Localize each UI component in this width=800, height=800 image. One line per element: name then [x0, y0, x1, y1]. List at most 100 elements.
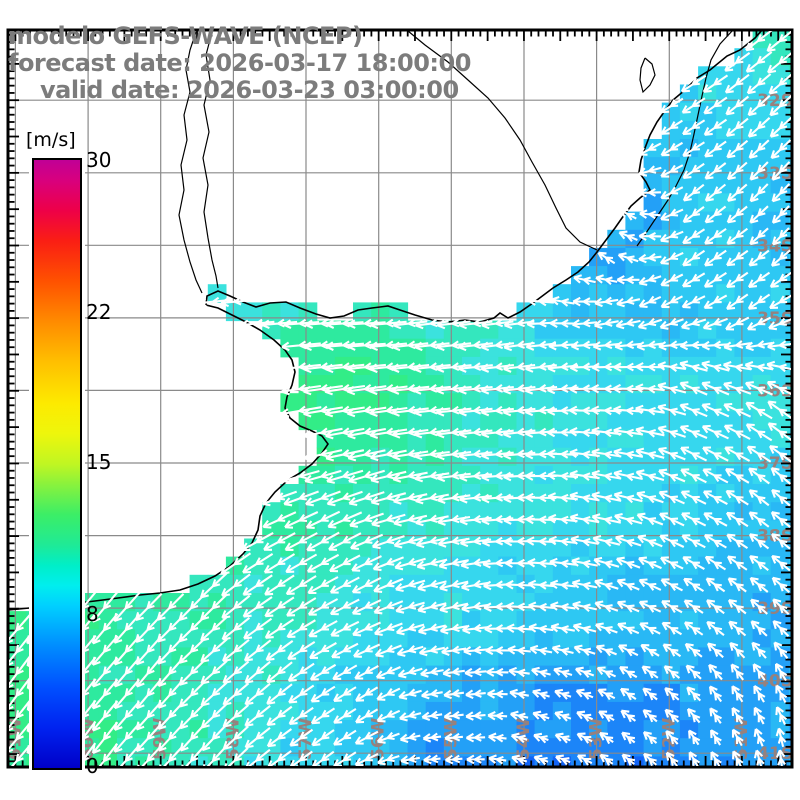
direction-arrow [766, 31, 791, 53]
direction-arrow [771, 227, 790, 246]
direction-arrow [642, 731, 658, 745]
direction-arrow [680, 490, 707, 505]
direction-arrow [635, 404, 665, 416]
direction-arrow [157, 701, 184, 730]
direction-arrow [748, 533, 770, 550]
direction-arrow [284, 532, 318, 551]
direction-arrow [638, 295, 662, 308]
direction-arrow [616, 275, 640, 285]
direction-arrow [726, 139, 749, 159]
direction-arrow [331, 642, 359, 659]
direction-arrow [663, 665, 681, 679]
direction-arrow [281, 362, 322, 374]
direction-arrow [636, 340, 664, 351]
direction-arrow [525, 340, 557, 351]
direction-arrow [504, 536, 535, 547]
river-coastal_lagoon [639, 57, 656, 94]
direction-arrow [701, 424, 729, 440]
direction-arrow [371, 513, 406, 528]
direction-arrow [591, 513, 622, 525]
direction-arrow [745, 51, 773, 73]
direction-arrow [703, 512, 728, 527]
direction-arrow [616, 600, 640, 613]
direction-arrow [376, 687, 401, 701]
direction-arrow [701, 381, 730, 396]
direction-arrow [414, 492, 449, 505]
direction-arrow [569, 362, 600, 373]
direction-arrow [548, 535, 578, 547]
direction-arrow [393, 514, 428, 527]
direction-arrow [571, 318, 598, 329]
direction-arrow [435, 362, 472, 373]
direction-arrow [242, 574, 273, 596]
direction-arrow [771, 205, 790, 224]
direction-arrow [390, 384, 430, 395]
lon-label: 52W [659, 717, 679, 760]
direction-arrow [706, 620, 725, 637]
direction-arrow [576, 732, 593, 744]
direction-arrow [443, 689, 465, 700]
direction-arrow [748, 489, 770, 507]
direction-arrow [682, 183, 705, 202]
direction-arrow [328, 532, 362, 551]
direction-arrow [680, 317, 707, 330]
direction-arrow [329, 598, 360, 616]
direction-arrow [458, 340, 494, 352]
direction-arrow [749, 555, 769, 572]
direction-arrow [289, 750, 313, 766]
direction-arrow [392, 492, 428, 505]
direction-arrow [263, 553, 296, 574]
direction-arrow [745, 340, 773, 352]
direction-arrow [596, 666, 617, 679]
direction-arrow [680, 468, 707, 484]
direction-arrow [659, 534, 685, 548]
direction-arrow [137, 745, 162, 766]
direction-arrow [657, 382, 687, 395]
direction-arrow [775, 727, 787, 748]
direction-arrow [529, 644, 553, 656]
direction-arrow [726, 533, 749, 549]
direction-arrow [772, 620, 790, 637]
direction-arrow [683, 621, 704, 636]
valid-date-text: valid date: 2026-03-23 03:00:00 [40, 76, 459, 104]
direction-arrow [310, 685, 336, 703]
direction-arrow [549, 601, 576, 612]
direction-arrow [91, 678, 119, 710]
direction-arrow [770, 511, 791, 528]
direction-arrow [726, 555, 748, 571]
direction-arrow [619, 666, 638, 679]
direction-arrow [599, 753, 614, 766]
direction-arrow [308, 620, 338, 638]
direction-arrow [547, 362, 579, 373]
direction-arrow [413, 427, 451, 439]
direction-arrow [688, 729, 701, 746]
direction-arrow [261, 318, 298, 330]
lat-label: 36S [757, 381, 793, 401]
direction-arrow [373, 600, 404, 615]
direction-arrow [575, 688, 594, 700]
direction-arrow [595, 274, 618, 286]
direction-arrow [262, 511, 297, 529]
direction-arrow [749, 161, 769, 181]
direction-arrow [730, 663, 745, 681]
direction-arrow [555, 754, 571, 766]
direction-arrow [349, 512, 384, 528]
direction-arrow [438, 558, 469, 570]
direction-arrow [769, 116, 791, 138]
lat-label: 41S [757, 744, 793, 764]
direction-arrow [752, 663, 766, 681]
direction-arrow [369, 383, 408, 396]
direction-arrow [769, 294, 791, 309]
direction-arrow [503, 515, 535, 525]
direction-arrow [726, 249, 749, 267]
direction-arrow [486, 667, 509, 677]
direction-arrow [638, 274, 662, 286]
direction-arrow [369, 427, 408, 439]
direction-arrow [266, 728, 293, 748]
direction-arrow [665, 751, 679, 766]
direction-arrow [660, 119, 683, 135]
direction-arrow [482, 558, 513, 569]
direction-arrow [682, 162, 705, 179]
direction-arrow [324, 383, 366, 396]
direction-arrow [178, 615, 207, 643]
